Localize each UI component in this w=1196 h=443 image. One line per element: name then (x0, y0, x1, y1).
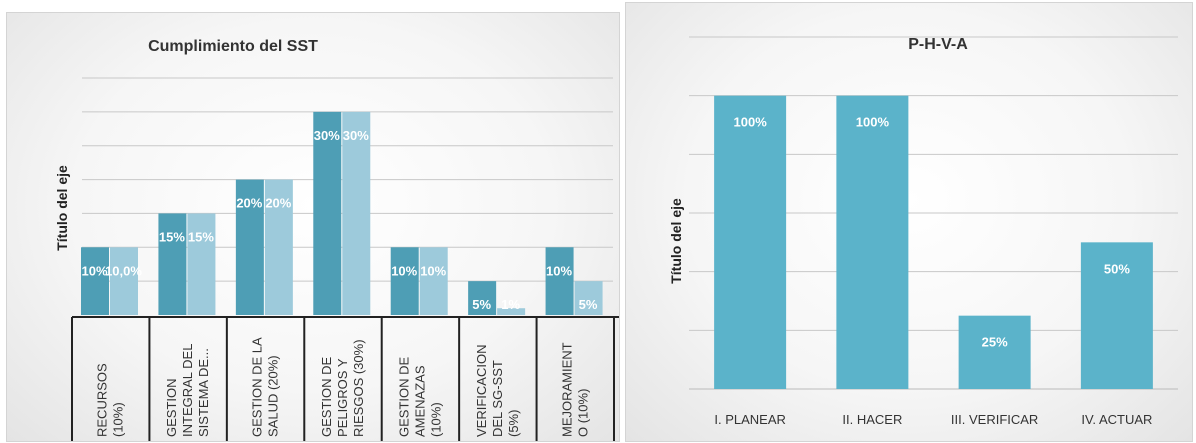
x-tick-label: RIESGOS (30%) (351, 339, 366, 437)
data-label: 50% (1104, 261, 1130, 276)
x-tick-label: DEL SG-SST (490, 360, 505, 437)
bar (313, 111, 342, 315)
bar (187, 213, 216, 315)
x-tick-label: GESTION DE LA (250, 337, 265, 437)
x-tick-label: PELIGROS Y (335, 358, 350, 437)
data-label: 5% (579, 297, 598, 312)
data-label: 10% (420, 263, 446, 278)
x-tick-label: I. PLANEAR (714, 412, 786, 427)
chart-title: P-H-V-A (908, 36, 968, 53)
data-label: 100% (856, 115, 890, 130)
x-tick-label: VERIFICACION (474, 345, 489, 437)
data-label: 10% (391, 263, 417, 278)
x-tick-label: (10%) (428, 402, 443, 437)
data-label: 15% (188, 229, 214, 244)
x-tick-label: SALUD (20%) (266, 355, 281, 437)
data-label: 20% (265, 196, 291, 211)
bar (545, 247, 574, 315)
x-tick-label: GESTION DE (396, 356, 411, 437)
data-label: 10,0% (105, 263, 142, 278)
bar (390, 247, 419, 315)
bar (158, 213, 187, 315)
x-tick-label: IV. ACTUAR (1081, 412, 1152, 427)
x-tick-label: (10%) (111, 402, 126, 437)
x-tick-label: (5%) (506, 410, 521, 437)
y-axis-title: Título del eje (668, 198, 684, 284)
bar (264, 179, 293, 315)
bar (110, 247, 138, 315)
x-tick-label: II. HACER (842, 412, 902, 427)
data-label: 100% (734, 115, 768, 130)
bar (574, 281, 603, 315)
x-tick-label: III. VERIFICAR (951, 412, 1038, 427)
y-axis-title: Título del eje (54, 165, 70, 251)
data-label: 30% (343, 128, 369, 143)
data-label: 30% (314, 128, 340, 143)
data-label: 10% (546, 263, 572, 278)
bar (1080, 242, 1153, 389)
x-tick-label: MEJORAMIENT (559, 342, 574, 437)
bar (497, 308, 526, 315)
chart-phva: P-H-V-A Título del eje 100% I. PLANEAR 100… (625, 2, 1193, 442)
data-label: 25% (982, 335, 1008, 350)
bar (419, 247, 448, 315)
x-tick-label: GESTION DE (319, 356, 334, 437)
bar (468, 281, 497, 315)
x-tick-label: GESTION (164, 378, 179, 437)
data-label: 5% (472, 297, 491, 312)
chart-title: Cumplimiento del SST (148, 38, 318, 55)
x-tick-label: SISTEMA DE... (196, 348, 211, 437)
x-tick-label: O (10%) (575, 389, 590, 437)
chart-cumplimiento-sst-svg: Cumplimiento del SST Título del eje 10%1… (54, 38, 619, 441)
bar (714, 95, 787, 390)
data-label: 20% (236, 196, 262, 211)
bar (836, 95, 909, 390)
bar (235, 179, 264, 315)
x-tick-label: INTEGRAL DEL (180, 344, 195, 437)
x-tick-label: RECURSOS (95, 363, 110, 437)
data-label: 1% (501, 297, 520, 312)
bar (958, 315, 1031, 389)
data-label: 10% (81, 263, 107, 278)
chart-cumplimiento-sst: Cumplimiento del SST Título del eje 10% 1… (6, 12, 620, 442)
data-label: 15% (159, 229, 185, 244)
x-tick-label: AMENAZAS (412, 365, 427, 437)
chart-phva-svg: P-H-V-A Título del eje 100% I. PLANEAR 100… (668, 36, 1178, 427)
bar (81, 247, 109, 315)
bar (342, 111, 371, 315)
